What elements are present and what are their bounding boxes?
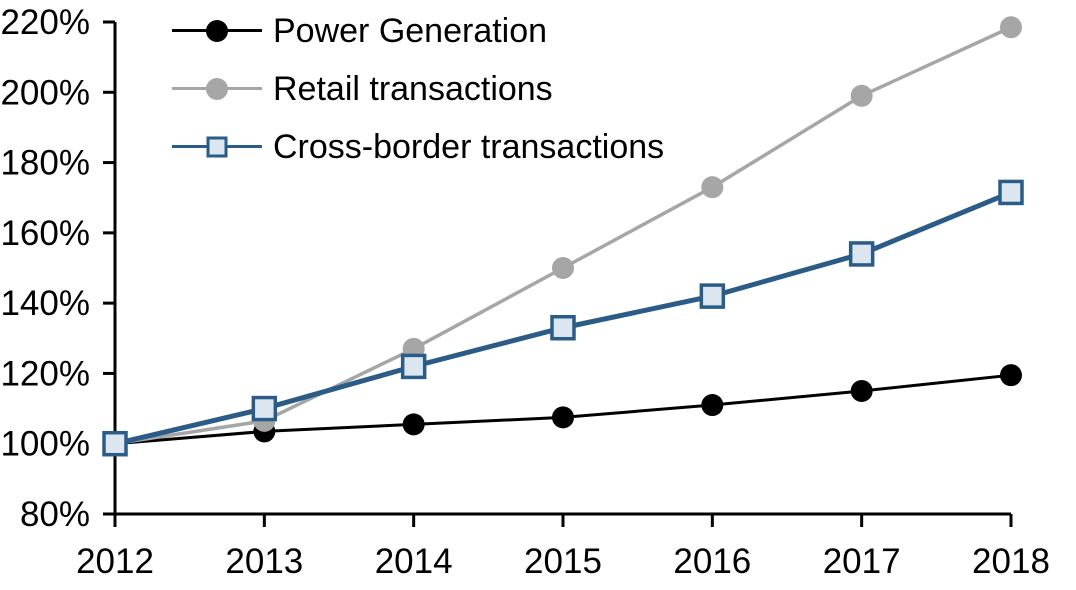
x-tick-label: 2015 [524,542,602,581]
data-point-power-generation [701,394,724,417]
data-point-cross-border-transactions [102,430,128,457]
y-tick-label: 180% [0,144,90,183]
legend-item-retail-transactions: Retail transactions [172,70,664,107]
legend-marker-gray-circle [172,76,262,102]
x-tick-label: 2018 [972,542,1050,581]
data-point-retail-transactions [850,84,873,107]
data-point-cross-border-transactions [251,395,278,422]
x-tick-label: 2013 [225,542,303,581]
y-tick-label: 80% [20,495,90,534]
y-tick-label: 120% [0,354,90,393]
y-tick-label: 200% [0,73,90,112]
data-point-cross-border-transactions [848,241,875,267]
x-tick-label: 2012 [76,542,154,581]
legend-item-power-generation: Power Generation [172,12,664,49]
data-point-power-generation [850,380,873,402]
data-point-power-generation [402,413,425,436]
legend: Power Generation Retail transactions Cro… [172,12,664,186]
data-point-retail-transactions [701,176,724,199]
y-tick-label: 220% [0,3,90,42]
legend-marker-blue-square [172,134,262,160]
legend-label-cross-border-transactions: Cross-border transactions [273,127,665,166]
y-tick-label: 100% [0,425,90,464]
data-point-cross-border-transactions [400,353,427,380]
x-tick-label: 2014 [375,542,453,581]
x-tick-label: 2016 [673,542,751,581]
legend-marker-black-circle [172,18,262,44]
data-point-retail-transactions [551,257,574,279]
data-point-cross-border-transactions [550,314,576,341]
legend-label-retail-transactions: Retail transactions [273,69,553,108]
legend-item-cross-border-transactions: Cross-border transactions [172,128,664,165]
data-point-power-generation [999,364,1022,387]
data-point-retail-transactions [999,16,1022,39]
data-point-cross-border-transactions [998,179,1024,206]
x-tick-label: 2017 [823,542,901,581]
data-point-power-generation [551,406,574,429]
y-tick-label: 160% [0,214,90,253]
legend-label-power-generation: Power Generation [273,11,548,50]
data-point-cross-border-transactions [699,283,726,309]
y-tick-label: 140% [0,284,90,323]
